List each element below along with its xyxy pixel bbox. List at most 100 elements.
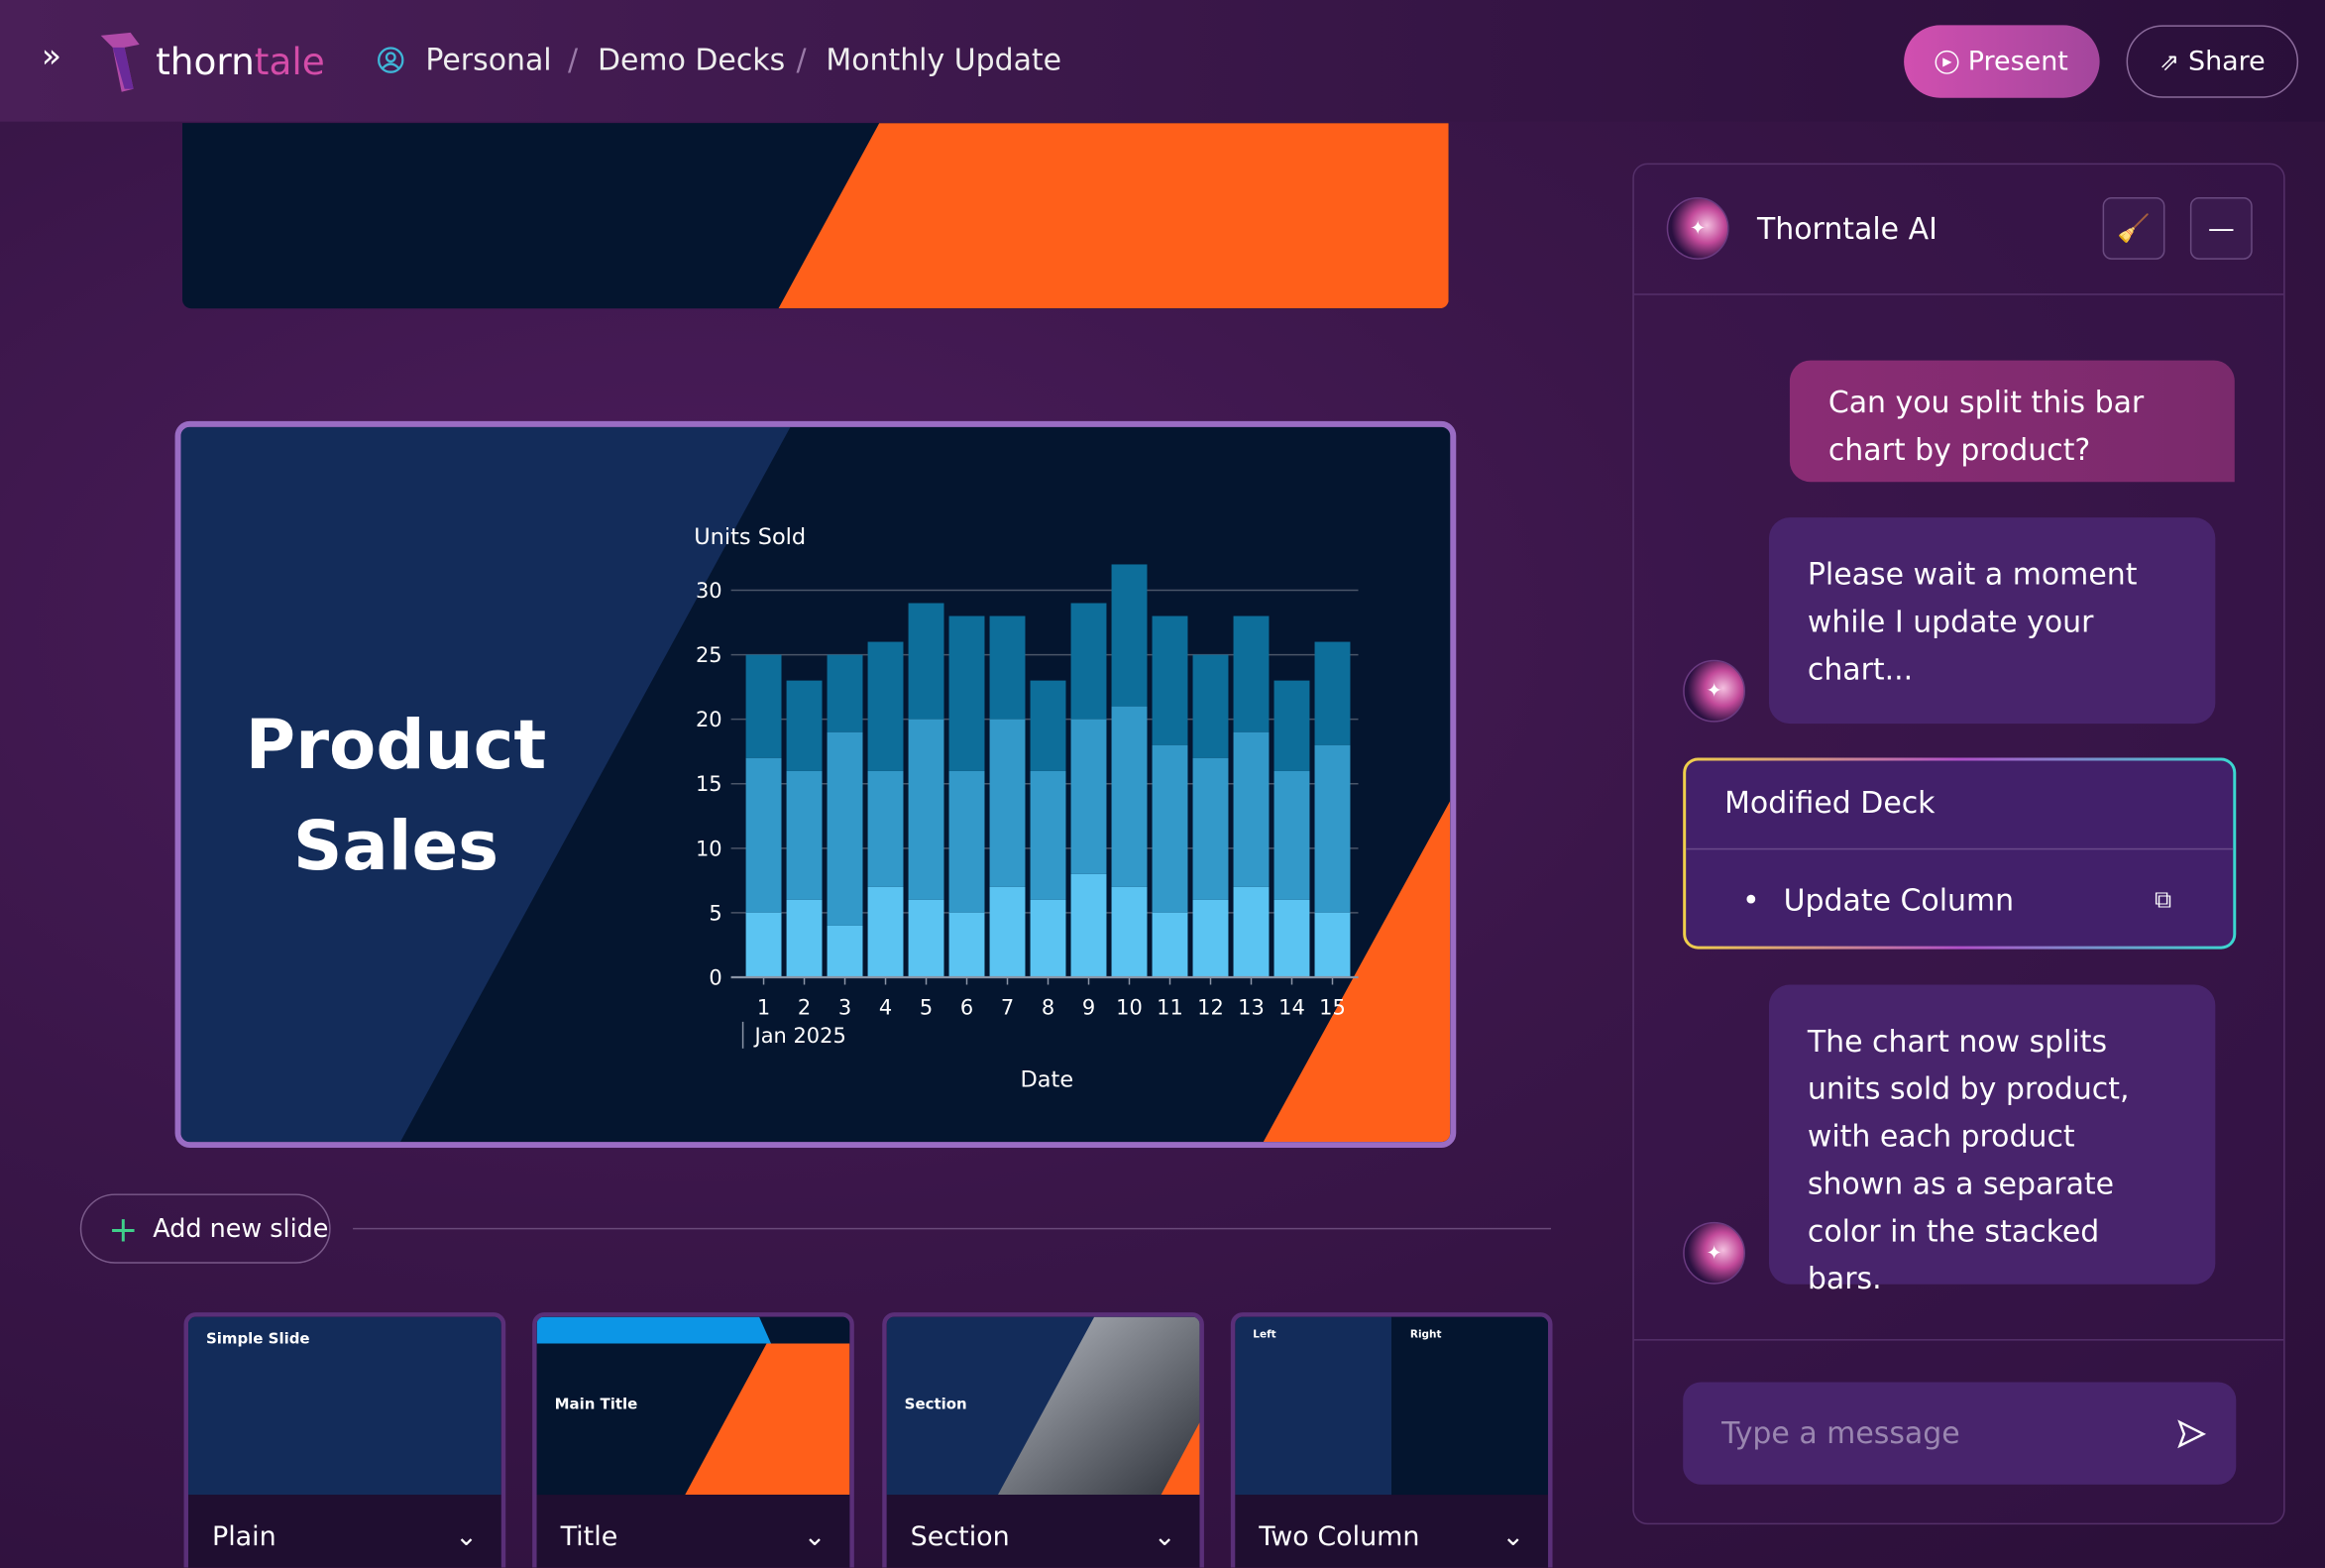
x-tick-label: 11 xyxy=(1157,995,1183,1019)
play-icon: ▶ xyxy=(1935,50,1959,74)
chevron-down-icon: ⌄ xyxy=(1153,1521,1176,1553)
divider xyxy=(1633,1339,2284,1341)
bar-segment-series3 xyxy=(1070,603,1107,720)
bar-segment-series1 xyxy=(1070,873,1107,977)
bar-segment-series1 xyxy=(1273,899,1310,977)
assistant-message: The chart now splits units sold by produ… xyxy=(1768,984,2216,1296)
card-title: Modified Deck xyxy=(1724,784,1936,821)
bar-segment-series2 xyxy=(1233,731,1270,887)
slide-title-line1: Product xyxy=(245,704,547,785)
template-title[interactable]: Main Title Title ⌄ xyxy=(532,1312,854,1568)
ai-avatar-icon: ✦ xyxy=(1666,196,1729,260)
template-select[interactable]: Two Column ⌄ xyxy=(1235,1495,1549,1568)
breadcrumb-demo-decks[interactable]: Demo Decks xyxy=(597,41,786,77)
bar-segment-series2 xyxy=(1314,744,1351,913)
template-image xyxy=(997,1316,1200,1496)
expand-sidebar-icon[interactable]: » xyxy=(41,38,62,76)
clear-chat-button[interactable]: 🧹 xyxy=(2102,196,2165,260)
bar-segment-series3 xyxy=(908,603,944,720)
add-slide-label: Add new slide xyxy=(153,1213,329,1244)
x-tick-label: 10 xyxy=(1116,995,1143,1019)
bar-segment-series3 xyxy=(867,641,904,771)
ai-chat-panel: ✦ Thorntale AI 🧹 — Can you split this ba… xyxy=(1632,163,2285,1525)
add-new-slide-button[interactable]: + Add new slide xyxy=(79,1193,331,1264)
workspace-user-icon xyxy=(378,47,404,73)
bar-segment-series1 xyxy=(1030,899,1066,977)
bar-segment-series3 xyxy=(1030,680,1066,771)
card-item[interactable]: • Update Column xyxy=(1742,882,2014,918)
bar-segment-series2 xyxy=(1192,757,1229,900)
bar-segment-series2 xyxy=(948,770,985,913)
bar-segment-series1 xyxy=(1314,912,1351,977)
bar-segment-series2 xyxy=(745,757,782,913)
x-tick-label: 7 xyxy=(1001,995,1014,1019)
y-tick-label: 15 xyxy=(696,772,722,796)
bar-segment-series3 xyxy=(1111,564,1148,707)
x-tick-label: 3 xyxy=(838,995,851,1019)
template-select[interactable]: Title ⌄ xyxy=(536,1495,850,1568)
x-tick-label: 15 xyxy=(1319,995,1346,1019)
bar-segment-series2 xyxy=(1273,770,1310,900)
minimize-icon: — xyxy=(2207,212,2235,245)
bar-segment-series2 xyxy=(827,731,863,926)
slide-title[interactable]: Product Sales xyxy=(181,694,611,895)
send-icon[interactable] xyxy=(2175,1417,2208,1450)
breadcrumb-personal[interactable]: Personal xyxy=(425,41,552,77)
x-tick-label: 13 xyxy=(1238,995,1265,1019)
bar-segment-series2 xyxy=(1030,770,1066,900)
bar-segment-series2 xyxy=(989,719,1026,887)
user-message: Can you split this bar chart by product? xyxy=(1789,360,2235,483)
input-placeholder: Type a message xyxy=(1721,1414,1960,1451)
bar-segment-series1 xyxy=(1111,886,1148,977)
y-tick-label: 0 xyxy=(709,965,721,989)
template-two-column[interactable]: Left Right Two Column ⌄ xyxy=(1230,1312,1553,1568)
logo-text: thorntale xyxy=(156,40,325,82)
bar-segment-series3 xyxy=(1314,641,1351,745)
chevron-down-icon: ⌄ xyxy=(1501,1521,1525,1553)
x-tick-label: 2 xyxy=(798,995,811,1019)
modified-deck-card: Modified Deck • Update Column ⧉ xyxy=(1683,757,2237,950)
top-bar: » thorntale Personal / Demo Decks / Mont… xyxy=(0,0,2325,122)
current-slide[interactable]: Product Sales 0 5 10 15 20 25 30 Units Sold 1 2 3 4 5… xyxy=(174,420,1457,1149)
breadcrumb-monthly-update: Monthly Update xyxy=(826,41,1062,77)
template-section[interactable]: Section Section ⌄ xyxy=(882,1312,1204,1568)
x-tick-label: 1 xyxy=(757,995,770,1019)
slide-background xyxy=(180,426,1451,1143)
bar-segment-series1 xyxy=(948,912,985,977)
share-label: Share xyxy=(2187,46,2266,77)
template-preview-text-left: Left xyxy=(1253,1328,1276,1341)
x-tick-label: 8 xyxy=(1042,995,1054,1019)
divider xyxy=(1633,293,2284,295)
template-select[interactable]: Plain ⌄ xyxy=(188,1495,501,1568)
template-select[interactable]: Section ⌄ xyxy=(886,1495,1200,1568)
bar-segment-series1 xyxy=(745,912,782,977)
bar-segment-series3 xyxy=(827,654,863,732)
bar-segment-series3 xyxy=(745,654,782,758)
share-icon: ⇗ xyxy=(2159,47,2179,76)
bar-segment-series1 xyxy=(908,899,944,977)
bar-segment-series1 xyxy=(1152,912,1188,977)
share-button[interactable]: ⇗ Share xyxy=(2126,25,2299,98)
minimize-button[interactable]: — xyxy=(2189,196,2253,260)
x-tick-label: 14 xyxy=(1278,995,1305,1019)
open-link-icon[interactable]: ⧉ xyxy=(2154,885,2172,914)
message-input[interactable]: Type a message xyxy=(1683,1382,2237,1485)
previous-slide[interactable] xyxy=(182,123,1449,309)
template-preview-text: Section xyxy=(904,1397,967,1413)
logo-text-a: thorn xyxy=(156,40,255,83)
bar-segment-series3 xyxy=(948,616,985,771)
x-axis-label: Date xyxy=(1020,1067,1073,1093)
card-item-label: Update Column xyxy=(1783,882,2015,919)
bar-segment-series2 xyxy=(1070,719,1107,874)
bar-segment-series2 xyxy=(786,770,823,900)
x-tick-label: 12 xyxy=(1197,995,1224,1019)
template-preview-text: Simple Slide xyxy=(205,1331,310,1349)
chevron-down-icon: ⌄ xyxy=(455,1521,478,1553)
chevron-down-icon: ⌄ xyxy=(803,1521,827,1553)
template-plain[interactable]: Simple Slide Plain ⌄ xyxy=(183,1312,506,1568)
slide-decoration xyxy=(778,123,1449,309)
present-button[interactable]: ▶ Present xyxy=(1904,25,2100,98)
template-preview-text: Main Title xyxy=(554,1397,638,1413)
x-sublabel: Jan 2025 xyxy=(753,1024,846,1048)
